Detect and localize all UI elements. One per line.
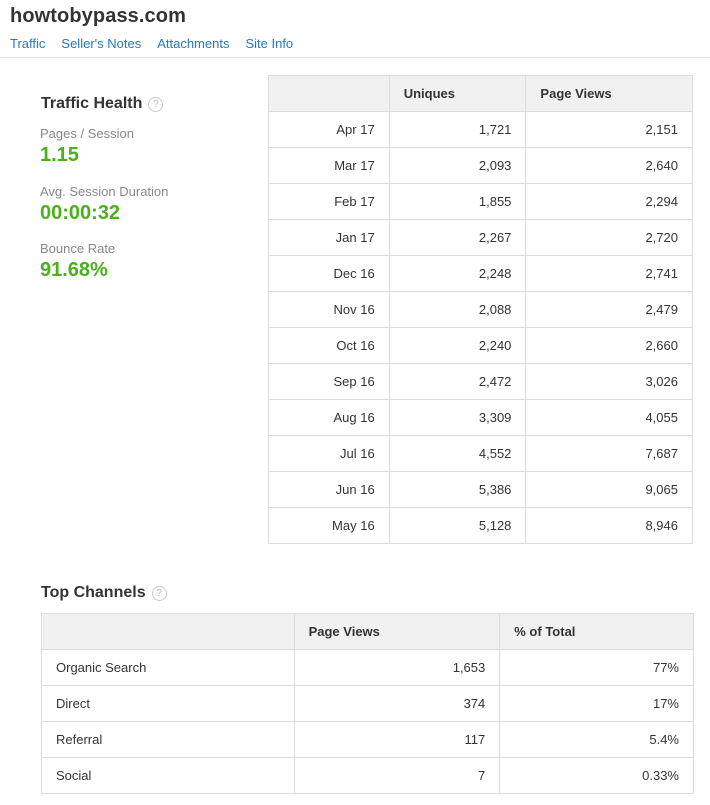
- table-row: Jun 16 5,386 9,065: [268, 471, 693, 508]
- table-row: Social 7 0.33%: [41, 757, 694, 794]
- cell-uniques: 1,721: [388, 111, 527, 148]
- cell-uniques: 5,128: [388, 507, 527, 544]
- cell-percent-total: 0.33%: [499, 757, 694, 794]
- cell-month: Aug 16: [268, 399, 390, 436]
- table-row: Organic Search 1,653 77%: [41, 649, 694, 686]
- cell-page-views: 117: [293, 721, 501, 758]
- cell-percent-total: 5.4%: [499, 721, 694, 758]
- cell-percent-total: 17%: [499, 685, 694, 722]
- cell-page-views: 2,294: [525, 183, 693, 220]
- table-row: Apr 17 1,721 2,151: [268, 111, 693, 148]
- cell-month: Jun 16: [268, 471, 390, 508]
- column-header-channel: [41, 613, 295, 650]
- cell-page-views: 4,055: [525, 399, 693, 436]
- cell-page-views: 9,065: [525, 471, 693, 508]
- traffic-table: Uniques Page Views Apr 17 1,721 2,151 Mar 1…: [268, 75, 693, 544]
- cell-month: Dec 16: [268, 255, 390, 292]
- table-row: May 16 5,128 8,946: [268, 507, 693, 544]
- cell-uniques: 2,093: [388, 147, 527, 184]
- nav-tabs: Traffic Seller's Notes Attachments Site …: [10, 36, 309, 51]
- help-icon[interactable]: ?: [148, 96, 164, 112]
- pages-per-session-label: Pages / Session: [40, 126, 134, 141]
- tab-attachments[interactable]: Attachments: [157, 36, 230, 51]
- avg-session-duration-label: Avg. Session Duration: [40, 184, 169, 199]
- tab-sellers-notes[interactable]: Seller's Notes: [61, 36, 142, 51]
- cell-percent-total: 77%: [499, 649, 694, 686]
- cell-page-views: 2,151: [525, 111, 693, 148]
- cell-month: May 16: [268, 507, 390, 544]
- cell-uniques: 5,386: [388, 471, 527, 508]
- cell-page-views: 2,640: [525, 147, 693, 184]
- table-header-row: Page Views % of Total: [41, 613, 694, 650]
- cell-channel: Organic Search: [41, 649, 295, 686]
- site-title: howtobypass.com: [10, 5, 186, 27]
- cell-month: Apr 17: [268, 111, 390, 148]
- traffic-health-heading: Traffic Health: [41, 95, 143, 112]
- cell-page-views: 7,687: [525, 435, 693, 472]
- column-header-uniques: Uniques: [388, 75, 527, 112]
- tab-traffic[interactable]: Traffic: [10, 36, 46, 51]
- cell-channel: Direct: [41, 685, 295, 722]
- cell-month: Sep 16: [268, 363, 390, 400]
- cell-month: Jul 16: [268, 435, 390, 472]
- cell-month: Nov 16: [268, 291, 390, 328]
- cell-uniques: 3,309: [388, 399, 527, 436]
- cell-page-views: 8,946: [525, 507, 693, 544]
- cell-page-views: 1,653: [293, 649, 501, 686]
- table-row: Referral 117 5.4%: [41, 721, 694, 758]
- cell-page-views: 2,741: [525, 255, 693, 292]
- cell-uniques: 2,472: [388, 363, 527, 400]
- channels-table: Page Views % of Total Organic Search 1,65…: [41, 613, 694, 794]
- cell-channel: Social: [41, 757, 295, 794]
- cell-uniques: 2,248: [388, 255, 527, 292]
- cell-page-views: 2,660: [525, 327, 693, 364]
- column-header-month: [268, 75, 390, 112]
- table-row: Feb 17 1,855 2,294: [268, 183, 693, 220]
- table-row: Nov 16 2,088 2,479: [268, 291, 693, 328]
- cell-page-views: 2,479: [525, 291, 693, 328]
- cell-page-views: 374: [293, 685, 501, 722]
- cell-page-views: 3,026: [525, 363, 693, 400]
- table-header-row: Uniques Page Views: [268, 75, 693, 112]
- table-row: Sep 16 2,472 3,026: [268, 363, 693, 400]
- cell-uniques: 2,267: [388, 219, 527, 256]
- table-row: Aug 16 3,309 4,055: [268, 399, 693, 436]
- avg-session-duration-value: 00:00:32: [40, 202, 121, 224]
- table-row: Jan 17 2,267 2,720: [268, 219, 693, 256]
- cell-month: Jan 17: [268, 219, 390, 256]
- bounce-rate-value: 91.68%: [40, 259, 108, 281]
- table-row: Oct 16 2,240 2,660: [268, 327, 693, 364]
- table-row: Direct 374 17%: [41, 685, 694, 722]
- tab-site-info[interactable]: Site Info: [245, 36, 294, 51]
- top-channels-heading: Top Channels: [41, 584, 146, 601]
- traffic-health-title: Traffic Health ?: [41, 95, 164, 113]
- cell-month: Oct 16: [268, 327, 390, 364]
- table-row: Mar 17 2,093 2,640: [268, 147, 693, 184]
- cell-uniques: 1,855: [388, 183, 527, 220]
- cell-channel: Referral: [41, 721, 295, 758]
- column-header-page-views: Page Views: [525, 75, 693, 112]
- top-channels-title: Top Channels ?: [41, 584, 167, 602]
- table-row: Jul 16 4,552 7,687: [268, 435, 693, 472]
- pages-per-session-value: 1.15: [40, 144, 79, 166]
- cell-uniques: 2,240: [388, 327, 527, 364]
- help-icon[interactable]: ?: [151, 585, 167, 601]
- column-header-percent-total: % of Total: [499, 613, 694, 650]
- cell-uniques: 2,088: [388, 291, 527, 328]
- page-header: howtobypass.com Traffic Seller's Notes A…: [0, 0, 710, 58]
- table-row: Dec 16 2,248 2,741: [268, 255, 693, 292]
- column-header-page-views: Page Views: [293, 613, 501, 650]
- bounce-rate-label: Bounce Rate: [40, 241, 116, 256]
- cell-uniques: 4,552: [388, 435, 527, 472]
- cell-page-views: 2,720: [525, 219, 693, 256]
- cell-page-views: 7: [293, 757, 501, 794]
- cell-month: Feb 17: [268, 183, 390, 220]
- cell-month: Mar 17: [268, 147, 390, 184]
